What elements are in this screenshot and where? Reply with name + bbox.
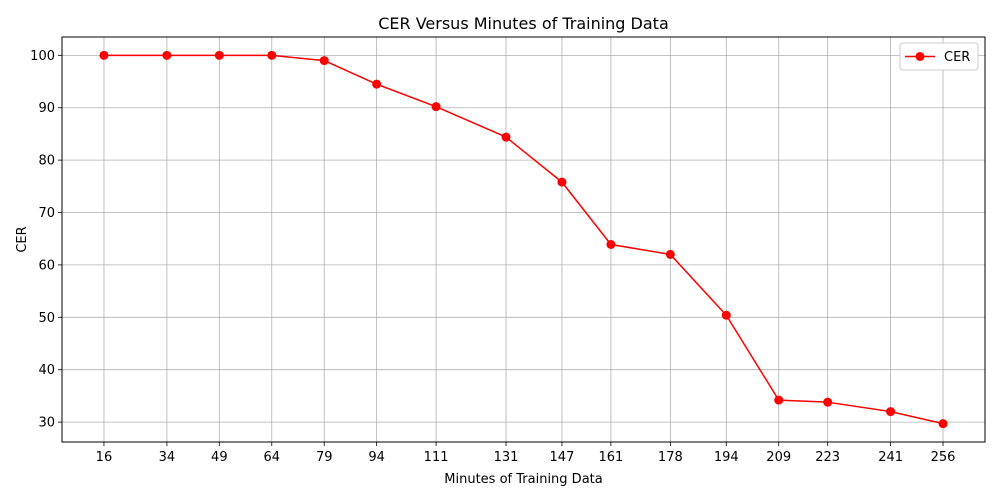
x-tick-label: 34 xyxy=(159,450,176,465)
chart-title: CER Versus Minutes of Training Data xyxy=(378,14,669,33)
x-tick-label: 241 xyxy=(878,450,903,465)
x-tick-label: 79 xyxy=(316,450,333,465)
data-point xyxy=(665,249,675,259)
legend-label-cer: CER xyxy=(944,50,970,65)
data-point xyxy=(938,419,948,429)
data-point xyxy=(431,102,441,112)
data-point xyxy=(162,50,172,60)
x-tick-label: 111 xyxy=(424,450,449,465)
data-point xyxy=(774,395,784,405)
y-tick-label: 100 xyxy=(30,49,55,64)
x-tick-label: 194 xyxy=(714,450,739,465)
x-tick-label: 131 xyxy=(494,450,519,465)
x-tick-label: 223 xyxy=(815,450,840,465)
y-tick-label: 30 xyxy=(38,416,55,431)
legend-box xyxy=(899,42,979,71)
y-tick-label: 60 xyxy=(38,258,55,273)
data-point xyxy=(319,56,329,66)
data-point xyxy=(721,310,731,320)
y-tick-label: 40 xyxy=(38,363,55,378)
y-tick-label: 70 xyxy=(38,206,55,221)
grid-layer xyxy=(62,37,985,442)
data-point xyxy=(501,132,511,142)
x-axis-label: Minutes of Training Data xyxy=(444,472,602,487)
x-tick-label: 161 xyxy=(598,450,623,465)
x-tick-label: 64 xyxy=(263,450,280,465)
x-tick-label: 256 xyxy=(931,450,956,465)
x-tick-label: 147 xyxy=(550,450,575,465)
data-point xyxy=(372,79,382,89)
data-point xyxy=(99,50,109,60)
y-tick-label: 80 xyxy=(38,154,55,169)
y-tick-label: 90 xyxy=(38,101,55,116)
y-axis-label: CER xyxy=(15,226,30,252)
x-tick-label: 178 xyxy=(658,450,683,465)
x-tick-label: 94 xyxy=(368,450,385,465)
plot-frame xyxy=(61,36,986,443)
data-point xyxy=(267,50,277,60)
legend-marker xyxy=(915,52,925,61)
x-tick-label: 16 xyxy=(96,450,113,465)
data-point xyxy=(557,177,567,187)
x-tick-label: 209 xyxy=(766,450,791,465)
series-line-cer xyxy=(103,54,944,425)
data-point xyxy=(606,239,616,249)
data-point xyxy=(823,397,833,407)
data-point xyxy=(214,50,224,60)
y-tick-label: 50 xyxy=(38,311,55,326)
legend: CER xyxy=(899,42,979,71)
x-tick-label: 49 xyxy=(211,450,228,465)
data-point xyxy=(886,407,896,417)
series-layer xyxy=(99,50,948,429)
ticks-layer: 16 34 49 64 79 94 111 131 147 161 178 194 209 223 241 2… xyxy=(30,49,955,465)
